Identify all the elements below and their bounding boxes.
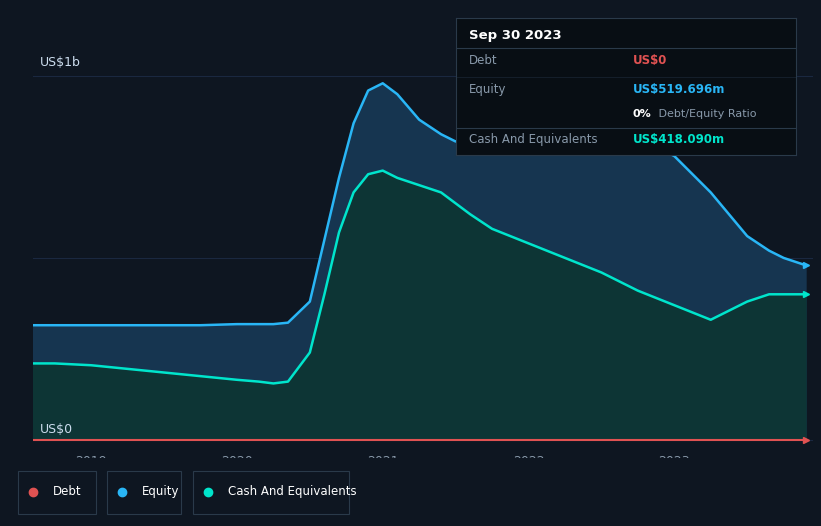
Text: US$519.696m: US$519.696m bbox=[633, 83, 725, 96]
Text: Cash And Equivalents: Cash And Equivalents bbox=[470, 133, 598, 146]
Text: US$0: US$0 bbox=[633, 54, 667, 67]
Text: Cash And Equivalents: Cash And Equivalents bbox=[228, 485, 357, 498]
Text: US$0: US$0 bbox=[40, 423, 73, 436]
Text: Debt/Equity Ratio: Debt/Equity Ratio bbox=[655, 109, 756, 119]
Text: Debt: Debt bbox=[53, 485, 82, 498]
Text: Debt: Debt bbox=[470, 54, 498, 67]
Text: Equity: Equity bbox=[142, 485, 180, 498]
Text: US$1b: US$1b bbox=[40, 56, 81, 69]
Text: Equity: Equity bbox=[470, 83, 507, 96]
Text: 0%: 0% bbox=[633, 109, 652, 119]
Text: Sep 30 2023: Sep 30 2023 bbox=[470, 29, 562, 43]
Text: US$418.090m: US$418.090m bbox=[633, 133, 725, 146]
